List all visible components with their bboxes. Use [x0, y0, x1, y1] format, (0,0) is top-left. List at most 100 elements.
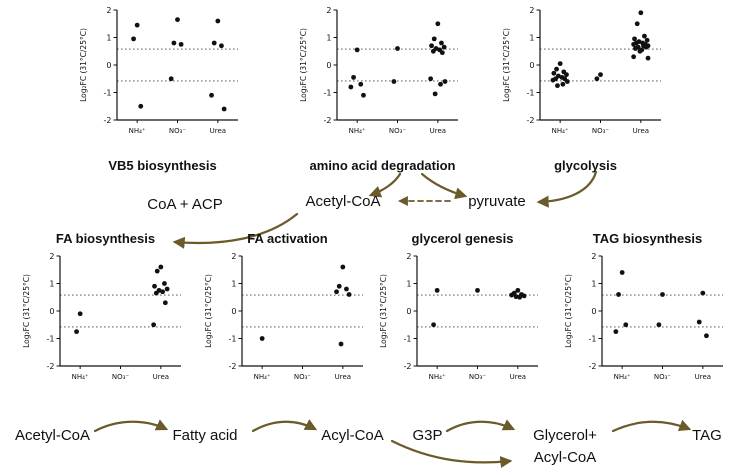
- data-point: [551, 70, 557, 76]
- data-point: [696, 319, 702, 325]
- data-point: [162, 281, 167, 286]
- data-point: [438, 81, 443, 87]
- plot-title-fa-activation: FA activation: [247, 231, 328, 246]
- plot-title-glycerol-genesis: glycerol genesis: [411, 231, 514, 246]
- data-point: [175, 17, 180, 23]
- y-tick-label: -1: [589, 334, 597, 343]
- x-tick-label: NH₄⁺: [72, 373, 89, 381]
- x-tick-label: NH₄⁺: [349, 127, 366, 135]
- label-tag: TAG: [692, 427, 722, 444]
- x-tick-label: Urea: [210, 127, 226, 135]
- x-tick-label: Urea: [153, 373, 169, 381]
- plotgroup-vb5-biosynthesis: -2 -1 0 1 2 Log₂FC (31°C/25°C) NH₄⁺ NO₃⁻ Urea VB…: [75, 2, 250, 175]
- y-tick-label: 1: [406, 279, 411, 288]
- data-point: [351, 74, 356, 80]
- data-point: [435, 21, 441, 27]
- scatter-glycolysis: -2 -1 0 1 2 Log₂FC (31°C/25°C) NH₄⁺ NO₃⁻ Urea: [498, 2, 673, 157]
- data-point: [509, 292, 514, 298]
- y-tick-label: -1: [404, 334, 412, 343]
- y-tick-label: 2: [231, 252, 236, 261]
- y-tick-label: 2: [529, 6, 534, 15]
- x-tick-label: Urea: [335, 373, 351, 381]
- x-tick-label: NO₃⁻: [169, 127, 187, 135]
- plotgroup-amino-acid-degradation: -2 -1 0 1 2 Log₂FC (31°C/25°C) NH₄⁺ NO₃⁻ Urea am…: [295, 2, 470, 175]
- data-point: [638, 10, 644, 16]
- data-point: [354, 47, 360, 53]
- data-point: [564, 72, 569, 78]
- y-tick-label: 0: [529, 61, 534, 70]
- data-point: [439, 50, 445, 56]
- data-point: [162, 300, 168, 306]
- scatter-fa-biosynthesis: -2 -1 0 1 2 Log₂FC (31°C/25°C) NH₄⁺ NO₃⁻ Urea: [18, 248, 193, 403]
- data-point: [616, 292, 621, 297]
- data-point: [154, 268, 160, 274]
- data-point: [637, 48, 643, 54]
- y-axis-label: Log₂FC (31°C/25°C): [502, 28, 511, 102]
- plot-title-tag-biosynthesis: TAG biosynthesis: [592, 231, 703, 246]
- data-point: [221, 106, 227, 112]
- data-point: [634, 21, 640, 27]
- data-point: [521, 293, 527, 299]
- scatter-plot-svg: -2 -1 0 1 2 Log₂FC (31°C/25°C) NH₄⁺ NO₃⁻ Urea: [502, 6, 661, 135]
- y-tick-label: 0: [49, 307, 54, 316]
- y-axis-label: Log₂FC (31°C/25°C): [22, 274, 31, 348]
- x-tick-label: NH₄⁺: [429, 373, 446, 381]
- label-acyl-coa: Acyl-CoA: [321, 427, 384, 444]
- data-point: [439, 40, 444, 46]
- scatter-plot-svg: -2 -1 0 1 2 Log₂FC (31°C/25°C) NH₄⁺ NO₃⁻ Urea: [299, 6, 458, 135]
- x-tick-label: NO₃⁻: [389, 127, 407, 135]
- data-point: [74, 329, 79, 335]
- plotgroup-fa-activation: FA activation -2 -1 0 1 2 Log₂FC (31°C/25°C) N…: [200, 230, 375, 403]
- data-point: [631, 41, 637, 47]
- y-tick-label: -1: [47, 334, 55, 343]
- y-tick-label: -2: [229, 362, 237, 371]
- data-point: [513, 294, 519, 300]
- data-point: [138, 103, 144, 109]
- y-axis-label: Log₂FC (31°C/25°C): [379, 274, 388, 348]
- y-tick-label: 0: [406, 307, 411, 316]
- data-point: [431, 36, 437, 42]
- x-tick-label: Urea: [633, 127, 649, 135]
- data-point: [619, 270, 625, 275]
- plotgroup-glycerol-genesis: glycerol genesis -2 -1 0 1 2 Log₂FC (31°C/25°…: [375, 230, 550, 403]
- data-point: [358, 81, 364, 87]
- scatter-vb5-biosynthesis: -2 -1 0 1 2 Log₂FC (31°C/25°C) NH₄⁺ NO₃⁻ Urea: [75, 2, 250, 157]
- data-point: [432, 91, 438, 97]
- y-axis-label: Log₂FC (31°C/25°C): [564, 274, 573, 348]
- data-point: [515, 287, 521, 293]
- x-tick-label: NO₃⁻: [469, 373, 487, 381]
- scatter-plot-svg: -2 -1 0 1 2 Log₂FC (31°C/25°C) NH₄⁺ NO₃⁻ Urea: [564, 252, 723, 381]
- data-point: [429, 43, 434, 49]
- data-point: [431, 322, 436, 328]
- data-point: [700, 290, 706, 296]
- y-tick-label: 2: [591, 252, 596, 261]
- data-point: [555, 83, 560, 89]
- label-fatty-acid: Fatty acid: [172, 427, 238, 444]
- y-tick-label: 0: [106, 61, 111, 70]
- data-point: [344, 286, 349, 292]
- data-point: [656, 322, 662, 328]
- data-point: [594, 76, 600, 82]
- y-tick-label: 0: [231, 307, 236, 316]
- scatter-plot-svg: -2 -1 0 1 2 Log₂FC (31°C/25°C) NH₄⁺ NO₃⁻ Urea: [22, 252, 181, 381]
- y-tick-label: 1: [231, 279, 236, 288]
- label-acetyl-coa-bottom: Acetyl-CoA: [14, 427, 91, 444]
- label-coa-acp: CoA + ACP: [147, 196, 223, 213]
- plotgroup-tag-biosynthesis: TAG biosynthesis -2 -1 0 1 2 Log₂FC (31°C/25°…: [560, 230, 735, 403]
- data-point: [631, 54, 637, 60]
- data-point: [152, 283, 157, 289]
- data-point: [642, 33, 647, 39]
- scatter-glycerol-genesis: -2 -1 0 1 2 Log₂FC (31°C/25°C) NH₄⁺ NO₃⁻ Urea: [375, 248, 550, 403]
- arrow-glycolysis-to-pyruvate: [536, 170, 598, 208]
- y-tick-label: -1: [104, 88, 112, 97]
- y-tick-label: -1: [229, 334, 237, 343]
- data-point: [613, 329, 619, 335]
- data-point: [361, 92, 366, 98]
- data-point: [340, 264, 346, 270]
- data-point: [430, 48, 436, 54]
- label-g3p: G3P: [412, 427, 443, 444]
- plot-title-vb5-biosynthesis: VB5 biosynthesis: [108, 158, 217, 173]
- scatter-plot-svg: -2 -1 0 1 2 Log₂FC (31°C/25°C) NH₄⁺ NO₃⁻ Urea: [379, 252, 538, 381]
- scatter-plot-svg: -2 -1 0 1 2 Log₂FC (31°C/25°C) NH₄⁺ NO₃⁻ Urea: [79, 6, 238, 135]
